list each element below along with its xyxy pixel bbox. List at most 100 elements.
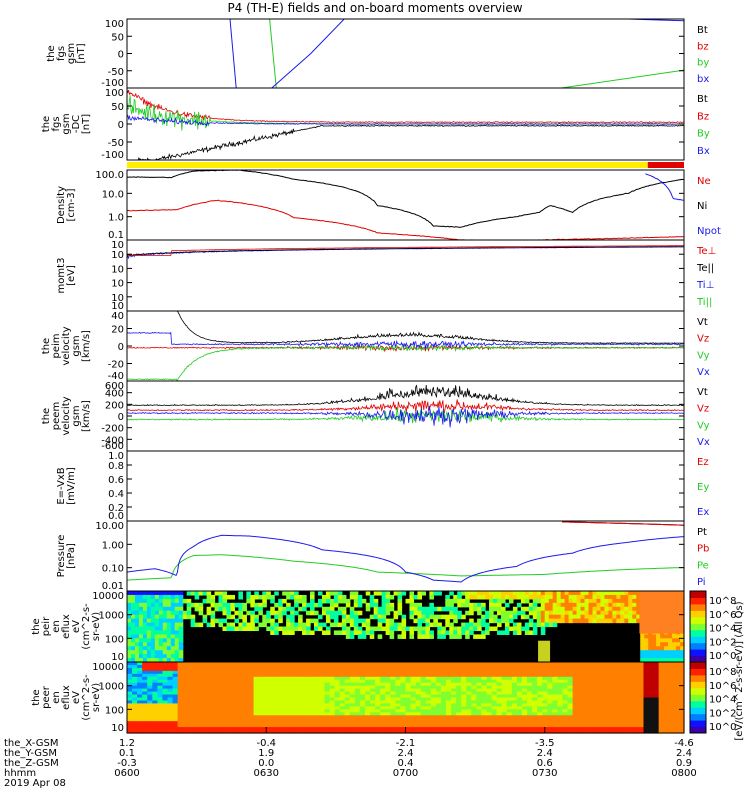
legend-entry: by <box>697 58 709 69</box>
y-tick-label: 0 <box>118 120 124 131</box>
y-tick-label: 10 <box>111 264 124 275</box>
series-pressure-2 <box>127 554 684 581</box>
y-label-line: [nPa] <box>66 543 77 569</box>
legend-entry: Vt <box>697 317 708 328</box>
legend-entry: Ex <box>697 507 709 518</box>
y-label-line: en <box>51 691 62 704</box>
footer-value: 2.4 <box>676 748 692 759</box>
y-tick-label: 10 <box>111 240 124 251</box>
y-tick-label: 40 <box>111 311 124 322</box>
y-label-line: fgs <box>56 46 67 61</box>
footer-value: 1.9 <box>258 748 274 759</box>
y-axis-label: Density [cm-3] <box>56 186 77 224</box>
legend-entry: By <box>697 129 710 140</box>
panel-frame <box>126 239 685 312</box>
legend-entry: Npot <box>697 226 721 237</box>
y-tick-label: 10 <box>111 250 124 261</box>
y-tick-label: 50 <box>111 102 124 113</box>
y-tick-label: 10 <box>111 652 124 663</box>
colorbar <box>690 662 706 734</box>
series-density-1 <box>126 169 685 228</box>
y-label-line: the <box>41 408 52 424</box>
legend-entry: Bt <box>697 25 708 36</box>
colorbar-tick: 10^2 <box>709 708 736 719</box>
legend-entry: Bz <box>697 111 709 122</box>
legend-entry: Pb <box>697 544 709 555</box>
footer-value: -3.5 <box>535 738 555 749</box>
y-tick-label: 1000 <box>99 682 124 693</box>
legend-entry: Vy <box>697 350 710 361</box>
footer-value: -4.6 <box>674 738 694 749</box>
y-label-line: peim <box>51 333 62 358</box>
y-tick-label: 0.01 <box>102 581 124 592</box>
legend-entry: Vx <box>697 367 710 378</box>
y-tick-label: 0.8 <box>108 461 124 472</box>
footer-value: -0.3 <box>117 758 137 769</box>
footer-value: 0730 <box>532 768 557 779</box>
y-tick-label: -40 <box>108 371 124 382</box>
legend-entry: Vz <box>697 334 709 345</box>
y-tick-label: 100 <box>105 705 124 716</box>
footer-value: 0630 <box>254 768 279 779</box>
y-label-line: eflux <box>61 614 72 639</box>
series-fgsdc-bt <box>137 124 685 161</box>
y-tick-label: 10000 <box>92 662 124 673</box>
y-tick-label: 1000 <box>99 611 124 622</box>
panel-frame <box>126 450 685 522</box>
y-axis-label: the peer en eflux eV (cm^2-s-sr-eV) <box>31 674 102 721</box>
y-label-line: eV <box>71 691 82 704</box>
series-peim-vt <box>127 310 685 344</box>
colorbar-tick: 10^6 <box>709 610 736 621</box>
peir-spectrogram <box>127 591 685 663</box>
y-tick-label: -50 <box>108 67 124 78</box>
y-label-line: Pressure <box>56 535 67 578</box>
status-bar-red <box>647 162 684 168</box>
y-tick-label: 1.00 <box>102 540 124 551</box>
footer-value: 0.9 <box>676 758 692 769</box>
footer-value: -2.1 <box>396 738 416 749</box>
legend-entry: Bx <box>697 146 710 157</box>
y-label-line: [nT] <box>81 114 92 134</box>
y-tick-label: 1.0 <box>108 213 124 224</box>
y-tick-label: 100 <box>105 88 124 99</box>
series-density-0 <box>126 199 684 241</box>
y-axis-label: momt3 [eV] <box>56 258 77 294</box>
y-label-line: [cm-3] <box>66 188 77 221</box>
y-tick-label: 600 <box>105 381 124 392</box>
series-fgs_gsm-2 <box>269 18 685 89</box>
series-momt3-te <box>126 246 685 257</box>
footer-value: 0.0 <box>258 758 274 769</box>
footer-value: 0600 <box>114 768 139 779</box>
y-tick-label: 10 <box>111 301 124 312</box>
y-tick-label: -50 <box>108 138 124 149</box>
y-label-line: fgs <box>51 116 62 131</box>
y-label-line: [km/s] <box>81 400 92 432</box>
series-peem-vx <box>126 405 685 428</box>
y-tick-label: 400 <box>105 389 124 400</box>
y-tick-label: 10 <box>111 723 124 734</box>
y-tick-label: 0.0 <box>108 511 124 522</box>
y-label-line: gsm <box>71 335 82 356</box>
colorbar-tick: 10^4 <box>709 695 736 706</box>
y-label-line: -DC <box>71 115 82 133</box>
y-label-line: velocity <box>61 326 72 365</box>
colorbar <box>690 591 706 663</box>
y-tick-label: 10 <box>111 279 124 290</box>
footer-value: 0.4 <box>398 758 414 769</box>
legend-entry: bz <box>697 41 709 52</box>
y-label-line: sr-eV) <box>91 612 102 641</box>
legend-entry: Bt <box>697 94 708 105</box>
y-label-line: eV <box>71 620 82 633</box>
legend-entry: Te⊥ <box>696 246 716 257</box>
footer-row-label: the_Y-GSM <box>4 748 57 759</box>
panel-frame <box>126 520 685 592</box>
y-axis-label: the peir en eflux eV (cm^2-s-sr-eV) <box>31 603 102 650</box>
y-tick-label: 100 <box>105 19 124 30</box>
y-label-line: E=-VxB <box>56 467 67 504</box>
y-tick-label: 10.0 <box>102 189 124 200</box>
y-label-line: momt3 <box>56 258 67 294</box>
y-label-line: velocity <box>61 396 72 435</box>
chart-title: P4 (TH-E) fields and on-board moments ov… <box>227 1 523 15</box>
